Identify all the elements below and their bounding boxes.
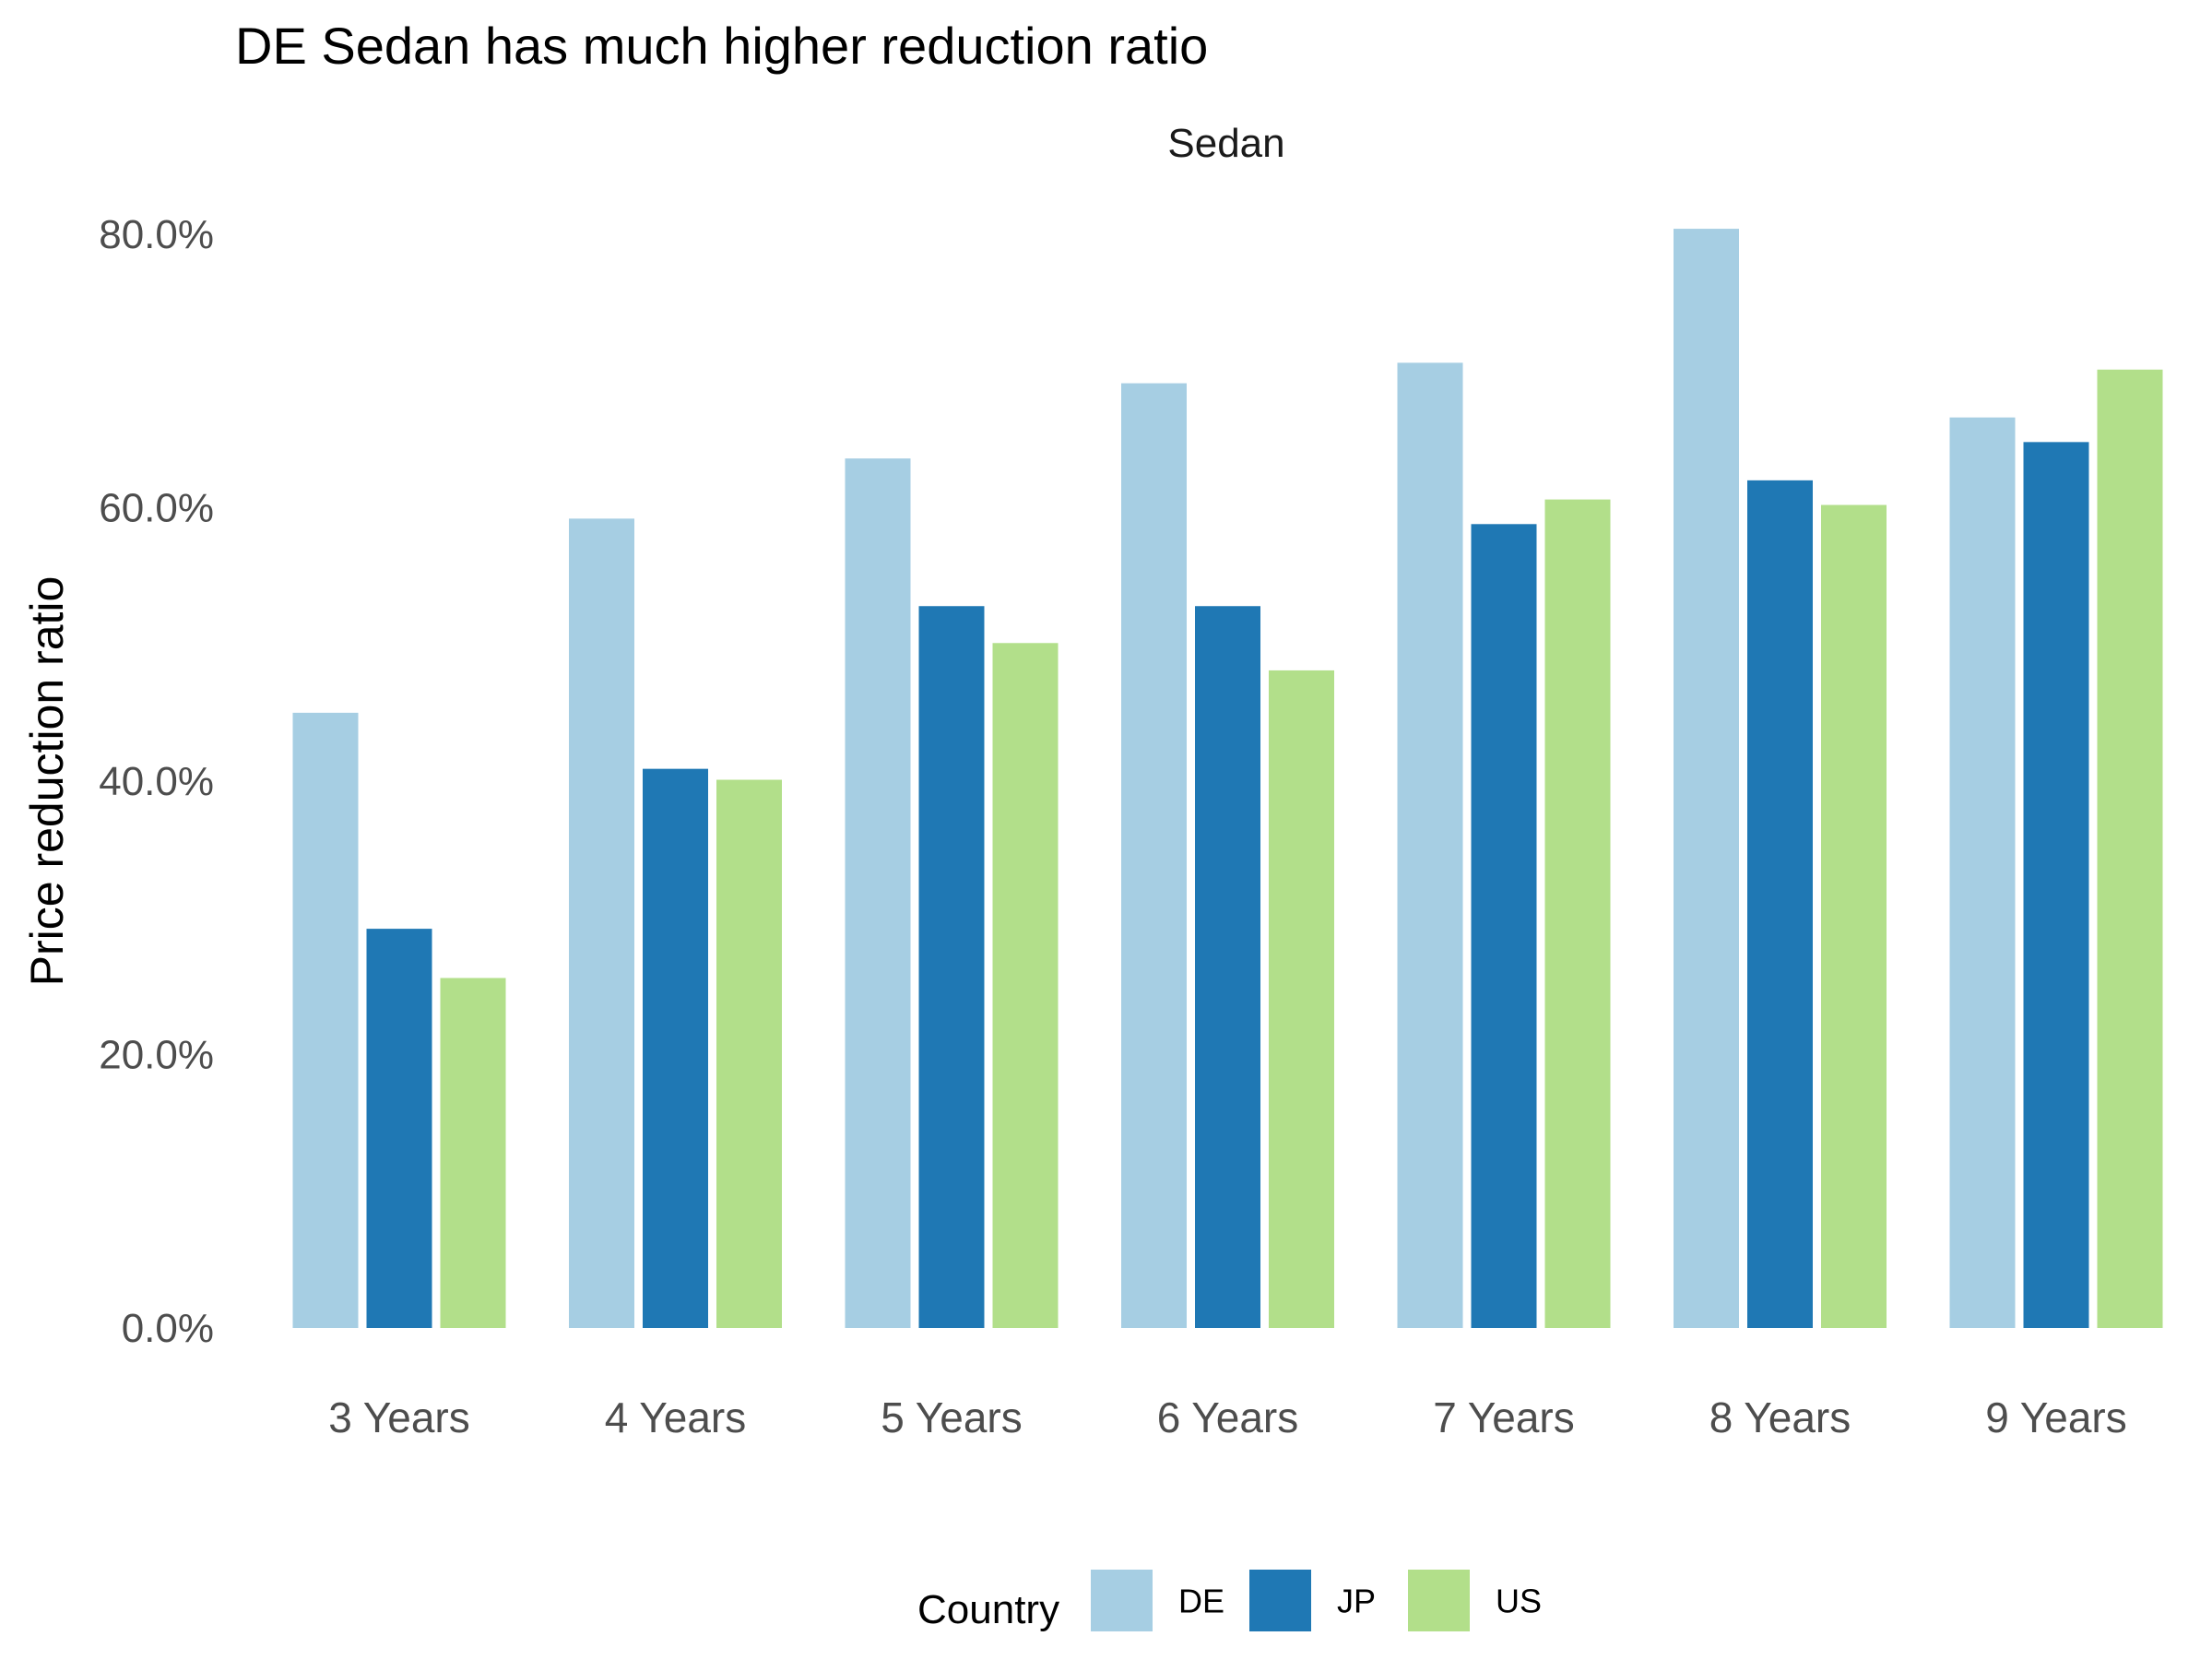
legend-label: JP [1337, 1583, 1376, 1620]
bar-de [1674, 229, 1739, 1328]
y-tick-label: 60.0% [99, 486, 214, 531]
bars [292, 229, 2163, 1329]
x-tick-label: 4 Years [605, 1393, 746, 1441]
legend-label: US [1496, 1583, 1542, 1620]
legend-key-de [1091, 1570, 1153, 1631]
bar-de [845, 458, 911, 1328]
bar-us [1544, 499, 1611, 1328]
bar-de [292, 712, 359, 1328]
bar-jp [366, 929, 432, 1328]
bar-us [716, 779, 782, 1328]
x-tick-label: 9 Years [1985, 1393, 2126, 1441]
x-tick-label: 3 Years [328, 1393, 469, 1441]
x-tick-label: 5 Years [881, 1393, 1022, 1441]
bar-de [1949, 417, 2016, 1328]
y-tick-label: 0.0% [122, 1306, 214, 1351]
bar-de [1121, 383, 1187, 1328]
bar-us [1269, 670, 1334, 1328]
facet-label: Sedan [1167, 121, 1284, 166]
y-tick-label: 80.0% [99, 212, 214, 257]
y-axis-ticks: 0.0% 20.0% 40.0% 60.0% 80.0% [99, 212, 214, 1351]
legend-key-us [1408, 1570, 1470, 1631]
x-axis-ticks: 3 Years 4 Years 5 Years 6 Years 7 Years 8 Yea… [328, 1393, 2126, 1441]
bar-jp [918, 606, 985, 1328]
bar-jp [1471, 524, 1537, 1328]
chart-title: DE Sedan has much higher reduction ratio [235, 17, 1208, 75]
legend-title: Country [917, 1587, 1059, 1632]
legend: Country DE JP US [917, 1570, 1542, 1632]
bar-us [992, 643, 1059, 1328]
bar-us [1821, 504, 1887, 1328]
bar-jp [2023, 442, 2089, 1329]
y-tick-label: 20.0% [99, 1033, 214, 1078]
bar-jp [643, 768, 708, 1328]
bar-de [569, 518, 634, 1328]
x-tick-label: 8 Years [1709, 1393, 1851, 1441]
legend-key-jp [1249, 1570, 1311, 1631]
legend-label: DE [1178, 1583, 1224, 1620]
y-axis-label: Price reduction ratio [21, 576, 73, 987]
bar-us [2097, 369, 2163, 1329]
bar-jp [1195, 606, 1260, 1328]
bar-jp [1747, 480, 1813, 1328]
y-tick-label: 40.0% [99, 759, 214, 804]
bar-us [440, 978, 506, 1328]
x-tick-label: 7 Years [1433, 1393, 1574, 1441]
bar-de [1397, 362, 1463, 1329]
x-tick-label: 6 Years [1157, 1393, 1298, 1441]
